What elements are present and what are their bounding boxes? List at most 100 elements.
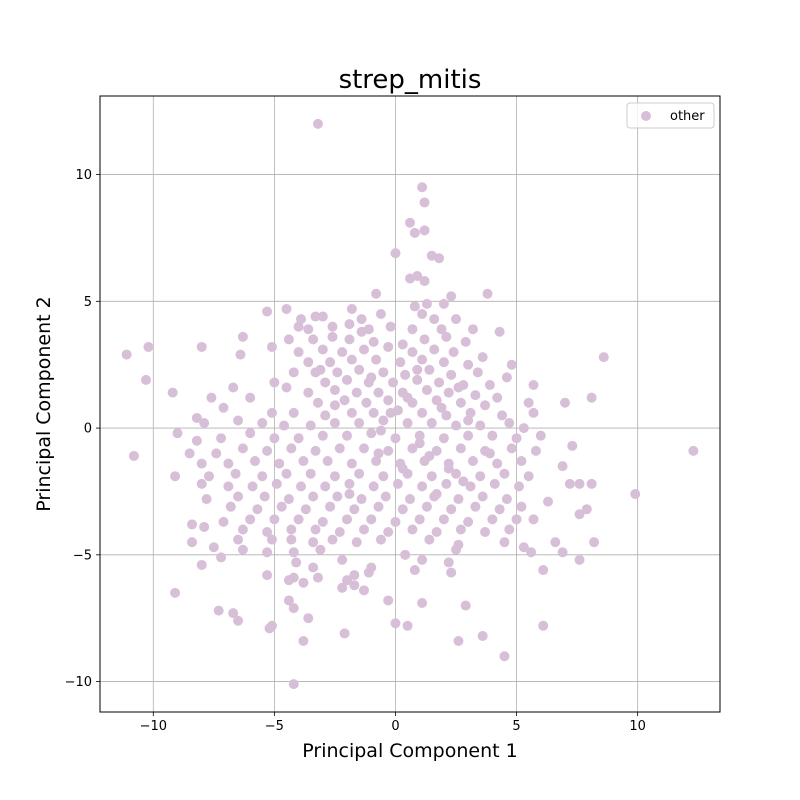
data-point <box>397 463 408 474</box>
data-point <box>467 324 478 335</box>
data-point <box>378 415 389 426</box>
data-point <box>187 519 198 530</box>
data-point <box>312 118 323 129</box>
data-point <box>528 407 539 418</box>
data-point <box>443 387 454 398</box>
data-point <box>172 428 183 439</box>
data-point <box>199 418 210 429</box>
data-point <box>334 527 345 538</box>
data-point <box>390 433 401 444</box>
data-point <box>325 501 336 512</box>
data-point <box>567 440 578 451</box>
data-point <box>465 407 476 418</box>
data-point <box>586 392 597 403</box>
data-point <box>266 341 277 352</box>
data-point <box>344 478 355 489</box>
data-point <box>480 400 491 411</box>
data-point <box>477 352 488 363</box>
data-point <box>400 369 411 380</box>
data-point <box>315 544 326 555</box>
data-point <box>497 410 508 421</box>
data-point <box>296 314 307 325</box>
data-point <box>412 270 423 281</box>
data-point <box>346 303 357 314</box>
data-point <box>322 456 333 467</box>
data-point <box>237 443 248 454</box>
data-point <box>383 395 394 406</box>
data-point <box>402 418 413 429</box>
data-point <box>557 547 568 558</box>
data-point <box>407 347 418 358</box>
data-point <box>388 377 399 388</box>
data-point <box>286 524 297 535</box>
data-point <box>550 537 561 548</box>
data-point <box>349 570 360 581</box>
data-point <box>373 501 384 512</box>
data-point <box>286 443 297 454</box>
data-point <box>121 349 132 360</box>
data-point <box>424 364 435 375</box>
data-point <box>538 620 549 631</box>
data-point <box>344 334 355 345</box>
data-point <box>436 402 447 413</box>
data-point <box>337 582 348 593</box>
data-point <box>308 537 319 548</box>
data-point <box>451 468 462 479</box>
data-point <box>235 349 246 360</box>
data-point <box>395 357 406 368</box>
legend-label-other: other <box>670 109 705 124</box>
data-point <box>443 557 454 568</box>
data-point <box>237 331 248 342</box>
data-point <box>259 491 270 502</box>
data-point <box>196 559 207 570</box>
data-point <box>487 430 498 441</box>
data-point <box>438 514 449 525</box>
y-tick-label: −5 <box>73 548 92 563</box>
data-point <box>446 369 457 380</box>
data-point <box>501 494 512 505</box>
data-point <box>342 575 353 586</box>
data-point <box>390 516 401 527</box>
data-point <box>329 418 340 429</box>
data-point <box>196 478 207 489</box>
data-point <box>351 387 362 398</box>
data-point <box>511 514 522 525</box>
data-point <box>317 344 328 355</box>
data-point <box>368 481 379 492</box>
data-point <box>499 651 510 662</box>
data-point <box>288 603 299 614</box>
data-point <box>308 334 319 345</box>
data-point <box>434 377 445 388</box>
data-point <box>208 542 219 553</box>
data-point <box>303 387 314 398</box>
data-point <box>281 303 292 314</box>
data-point <box>513 481 524 492</box>
data-point <box>417 309 428 320</box>
data-point <box>358 524 369 535</box>
data-point <box>375 534 386 545</box>
data-point <box>170 471 181 482</box>
data-point <box>535 430 546 441</box>
data-point <box>366 428 377 439</box>
data-point <box>351 537 362 548</box>
data-point <box>218 402 229 413</box>
data-point <box>557 461 568 472</box>
data-point <box>434 253 445 264</box>
data-point <box>184 448 195 459</box>
data-point <box>446 504 457 515</box>
data-point <box>487 514 498 525</box>
data-point <box>291 557 302 568</box>
data-point <box>245 514 256 525</box>
data-point <box>501 372 512 383</box>
data-point <box>477 491 488 502</box>
data-point <box>560 397 570 408</box>
data-point <box>397 504 408 515</box>
data-point <box>327 534 338 545</box>
data-point <box>300 504 311 515</box>
data-point <box>191 435 202 446</box>
data-point <box>315 364 326 375</box>
data-point <box>441 410 452 421</box>
legend-marker <box>641 111 651 121</box>
data-point <box>417 597 428 608</box>
